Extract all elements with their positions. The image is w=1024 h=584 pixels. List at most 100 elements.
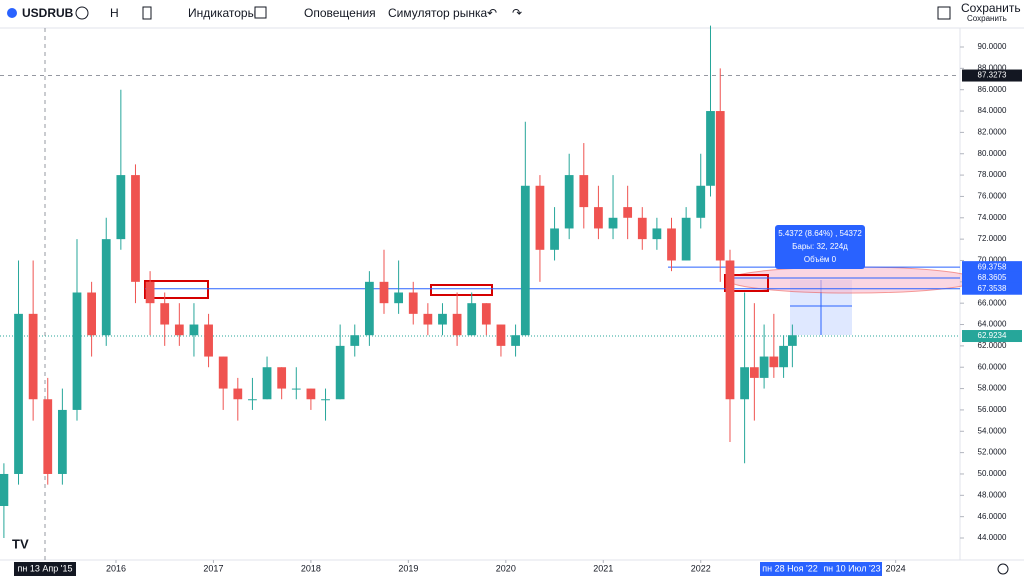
candle-body (667, 228, 676, 261)
candle-body (511, 335, 520, 346)
y-tick-label: 56.0000 (978, 405, 1007, 414)
price-label: 69.3758 (978, 262, 1007, 271)
candle-body (594, 207, 603, 229)
candle-body (87, 292, 96, 336)
candle-body (174, 324, 184, 336)
templates[interactable] (254, 6, 267, 19)
y-tick-label: 44.0000 (978, 533, 1007, 542)
candle-body (438, 313, 447, 325)
chart-type[interactable] (142, 6, 152, 20)
candle-body (787, 335, 797, 346)
crosshair-date-bg (14, 562, 76, 576)
y-tick-label: 66.0000 (978, 298, 1007, 307)
price-label: 62.9234 (978, 331, 1007, 340)
y-tick-label: 86.0000 (978, 85, 1007, 94)
candle-body (57, 409, 67, 474)
candle-body (131, 175, 140, 282)
candle-body (579, 175, 589, 208)
alerts[interactable]: Оповещения (304, 6, 376, 20)
measure-text: Бары: 32, 224д (792, 242, 848, 251)
x-tick-label: 2022 (691, 563, 711, 573)
save[interactable]: Сохранить (961, 1, 1021, 15)
candle-body (72, 292, 82, 410)
toolbar (0, 0, 1024, 28)
candle-body (706, 111, 715, 186)
candle-body (759, 356, 769, 378)
x-tick-label: 2018 (301, 563, 321, 573)
candle-body (550, 228, 559, 250)
symbol[interactable]: USDRUB (22, 6, 74, 20)
y-tick-label: 80.0000 (978, 149, 1007, 158)
candle-body (28, 313, 38, 400)
price-label-bg (962, 282, 1022, 295)
symbol-icon (7, 8, 17, 18)
candle-body (564, 175, 574, 229)
y-tick-label: 76.0000 (978, 192, 1007, 201)
y-tick-label: 48.0000 (978, 490, 1007, 499)
undo[interactable]: ↶ (487, 6, 497, 20)
candle-body (681, 217, 691, 261)
candle-body (291, 388, 301, 390)
measure-text: 5.4372 (8.64%) , 54372 (778, 229, 862, 238)
candle-body (204, 324, 213, 357)
candle-body (364, 281, 374, 336)
candle-body (749, 367, 759, 378)
y-tick-label: 46.0000 (978, 512, 1007, 521)
candle-body (725, 260, 735, 400)
candle-body (218, 356, 228, 389)
y-tick-label: 78.0000 (978, 170, 1007, 179)
price-label: 67.3538 (978, 284, 1007, 293)
candle-body (379, 281, 389, 304)
zone (144, 280, 209, 299)
y-tick-label: 60.0000 (978, 362, 1007, 371)
candle-body (452, 313, 462, 336)
range-start: пн 28 Ноя '22 (762, 563, 817, 573)
y-tick-label: 88.0000 (978, 63, 1007, 72)
candle-body (423, 313, 433, 325)
y-tick-label: 64.0000 (978, 320, 1007, 329)
candle-body (101, 239, 111, 336)
candle-body (0, 473, 9, 506)
price-label-bg (962, 271, 1022, 284)
settings[interactable] (997, 563, 1009, 575)
y-tick-label: 50.0000 (978, 469, 1007, 478)
redo[interactable]: ↷ (512, 6, 522, 20)
y-tick-label: 74.0000 (978, 213, 1007, 222)
candle-body (233, 388, 243, 400)
interval[interactable]: Н (110, 6, 119, 20)
replay[interactable]: Симулятор рынка (388, 6, 487, 20)
y-tick-label: 72.0000 (978, 234, 1007, 243)
measure-tooltip (775, 225, 865, 269)
save-sub[interactable]: Сохранить (967, 14, 1007, 23)
logo: TV (12, 536, 29, 551)
candle-body (715, 111, 725, 261)
x-tick-label: 2017 (203, 563, 223, 573)
y-tick-label: 84.0000 (978, 106, 1007, 115)
candle-body (652, 228, 662, 240)
candle-body (160, 303, 170, 325)
x-tick-label: 2016 (106, 563, 126, 573)
candle-body (481, 303, 491, 325)
candle-body (321, 399, 330, 401)
price-label-bg (962, 261, 1022, 274)
candle-body (116, 175, 126, 240)
candle-body (696, 185, 706, 218)
y-tick-label: 54.0000 (978, 426, 1007, 435)
candle-body (350, 335, 360, 346)
candle-body (496, 324, 506, 346)
candle-body (14, 313, 23, 474)
crosshair-date: пн 13 Апр '15 (18, 563, 73, 573)
y-tick-label: 62.0000 (978, 341, 1007, 350)
price-label-bg (962, 69, 1022, 82)
candle-body (262, 367, 272, 400)
price-label: 87.3273 (978, 71, 1007, 80)
y-tick-label: 58.0000 (978, 384, 1007, 393)
indicators[interactable]: Индикаторы (188, 6, 256, 20)
x-tick-label: 2021 (593, 563, 613, 573)
price-label: 68.3605 (978, 273, 1007, 282)
y-tick-label: 82.0000 (978, 128, 1007, 137)
candle-body (189, 324, 199, 336)
add-symbol[interactable] (75, 6, 89, 20)
layout[interactable] (937, 6, 951, 20)
